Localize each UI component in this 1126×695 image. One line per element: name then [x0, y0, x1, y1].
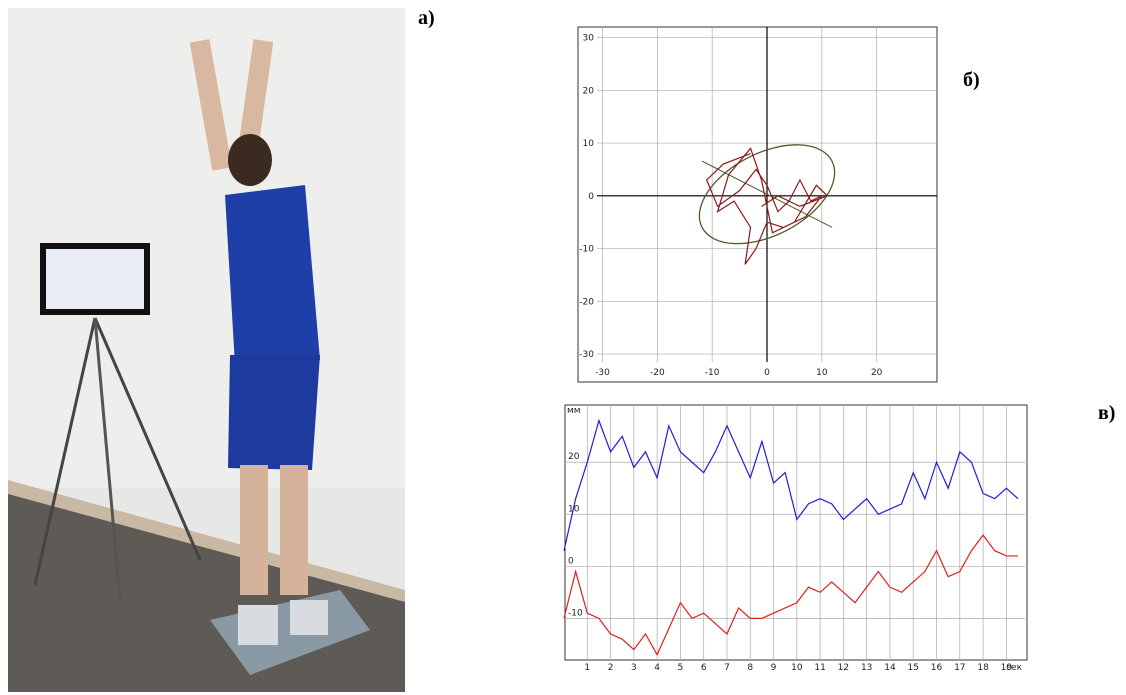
plot-frame [565, 405, 1027, 660]
panel-label: в) [1098, 402, 1115, 424]
x-tick-label: 11 [814, 663, 825, 673]
y-tick-label: 30 [583, 34, 595, 44]
y-axis-label: мм [567, 406, 581, 416]
x-tick-label: 14 [884, 663, 896, 673]
x-tick-label: 5 [678, 663, 684, 673]
y-tick-label: 20 [583, 86, 595, 96]
x-tick-label: -30 [595, 368, 610, 378]
panel-label: б) [963, 69, 980, 91]
x-tick-label: 17 [954, 663, 965, 673]
x-tick-label: 13 [861, 663, 872, 673]
x-tick-label: 2 [608, 663, 614, 673]
y-tick-label: -10 [579, 245, 594, 255]
x-tick-label: 7 [724, 663, 730, 673]
y-tick-label: 0 [568, 556, 574, 566]
figure: а) б) в) -30-20-1001020-30-20-1001020301… [0, 0, 1126, 695]
photo [8, 8, 405, 692]
x-tick-label: 1 [584, 663, 590, 673]
plot-frame [578, 27, 937, 382]
x-tick-label: -10 [705, 368, 720, 378]
y-tick-label: -30 [579, 350, 594, 360]
x-tick-label: 20 [871, 368, 883, 378]
x-tick-label: 9 [771, 663, 777, 673]
page: а) б) в) -30-20-1001020-30-20-1001020301… [0, 0, 1126, 695]
y-tick-label: 0 [588, 192, 594, 202]
x-tick-label: 10 [816, 368, 828, 378]
x-tick-label: 18 [977, 663, 989, 673]
x-tick-label: 3 [631, 663, 637, 673]
x-tick-label: 10 [791, 663, 803, 673]
y-tick-label: -10 [568, 608, 583, 618]
x-tick-label: 6 [701, 663, 707, 673]
y-tick-label: -20 [579, 297, 594, 307]
y-tick-label: 20 [568, 452, 580, 462]
x-tick-label: 8 [747, 663, 753, 673]
panel-label: а) [418, 7, 435, 29]
x-tick-label: -20 [650, 368, 665, 378]
x-tick-label: 4 [654, 663, 660, 673]
x-axis-label: сек [1006, 663, 1022, 673]
y-tick-label: 10 [583, 139, 595, 149]
x-tick-label: 12 [838, 663, 849, 673]
x-tick-label: 16 [931, 663, 943, 673]
x-tick-label: 15 [908, 663, 919, 673]
x-tick-label: 0 [764, 368, 770, 378]
